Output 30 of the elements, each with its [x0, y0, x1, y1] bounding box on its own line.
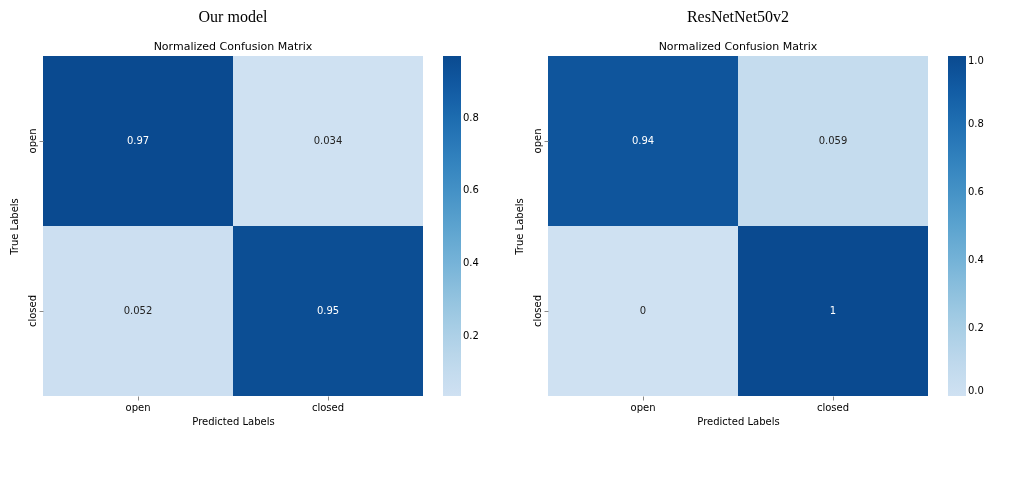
- chart-subtitle: Normalized Confusion Matrix: [658, 40, 818, 53]
- color-bar-label: 0.2: [463, 329, 479, 341]
- x-tick-label: open: [125, 401, 151, 413]
- y-axis-title: True Labels: [8, 198, 20, 256]
- color-bar-label: 0.4: [463, 257, 479, 269]
- color-bar-label: 0.8: [463, 111, 479, 123]
- x-tick-label: open: [630, 401, 656, 413]
- color-bar-label: 1.0: [968, 55, 984, 66]
- color-bar-label: 0.4: [968, 254, 984, 265]
- data-label: 0: [639, 305, 647, 316]
- color-bar-label: 0.8: [968, 118, 984, 129]
- data-label: 0.034: [313, 135, 343, 146]
- data-label: 0.94: [631, 135, 655, 146]
- color-bar-label: 0.6: [968, 186, 984, 197]
- data-label: 0.97: [126, 135, 150, 146]
- chart-subtitle: Normalized Confusion Matrix: [153, 40, 313, 53]
- data-label: 0.95: [316, 305, 340, 316]
- x-axis-title: Predicted Labels: [697, 415, 780, 427]
- x-tick-label: closed: [816, 401, 850, 413]
- data-label: 0.052: [123, 305, 153, 316]
- y-axis-title: True Labels: [513, 198, 525, 256]
- chart-title: ResNetNet50v2: [686, 8, 790, 25]
- color-bar-label: 0.0: [968, 385, 984, 396]
- x-tick-label: closed: [311, 401, 345, 413]
- color-bar-label: 0.6: [463, 184, 479, 196]
- color-bar-label: 0.2: [968, 322, 984, 333]
- data-label: 1: [829, 305, 837, 316]
- x-axis-title: Predicted Labels: [192, 415, 275, 427]
- data-label: 0.059: [818, 135, 848, 146]
- chart-title: Our model: [198, 8, 268, 25]
